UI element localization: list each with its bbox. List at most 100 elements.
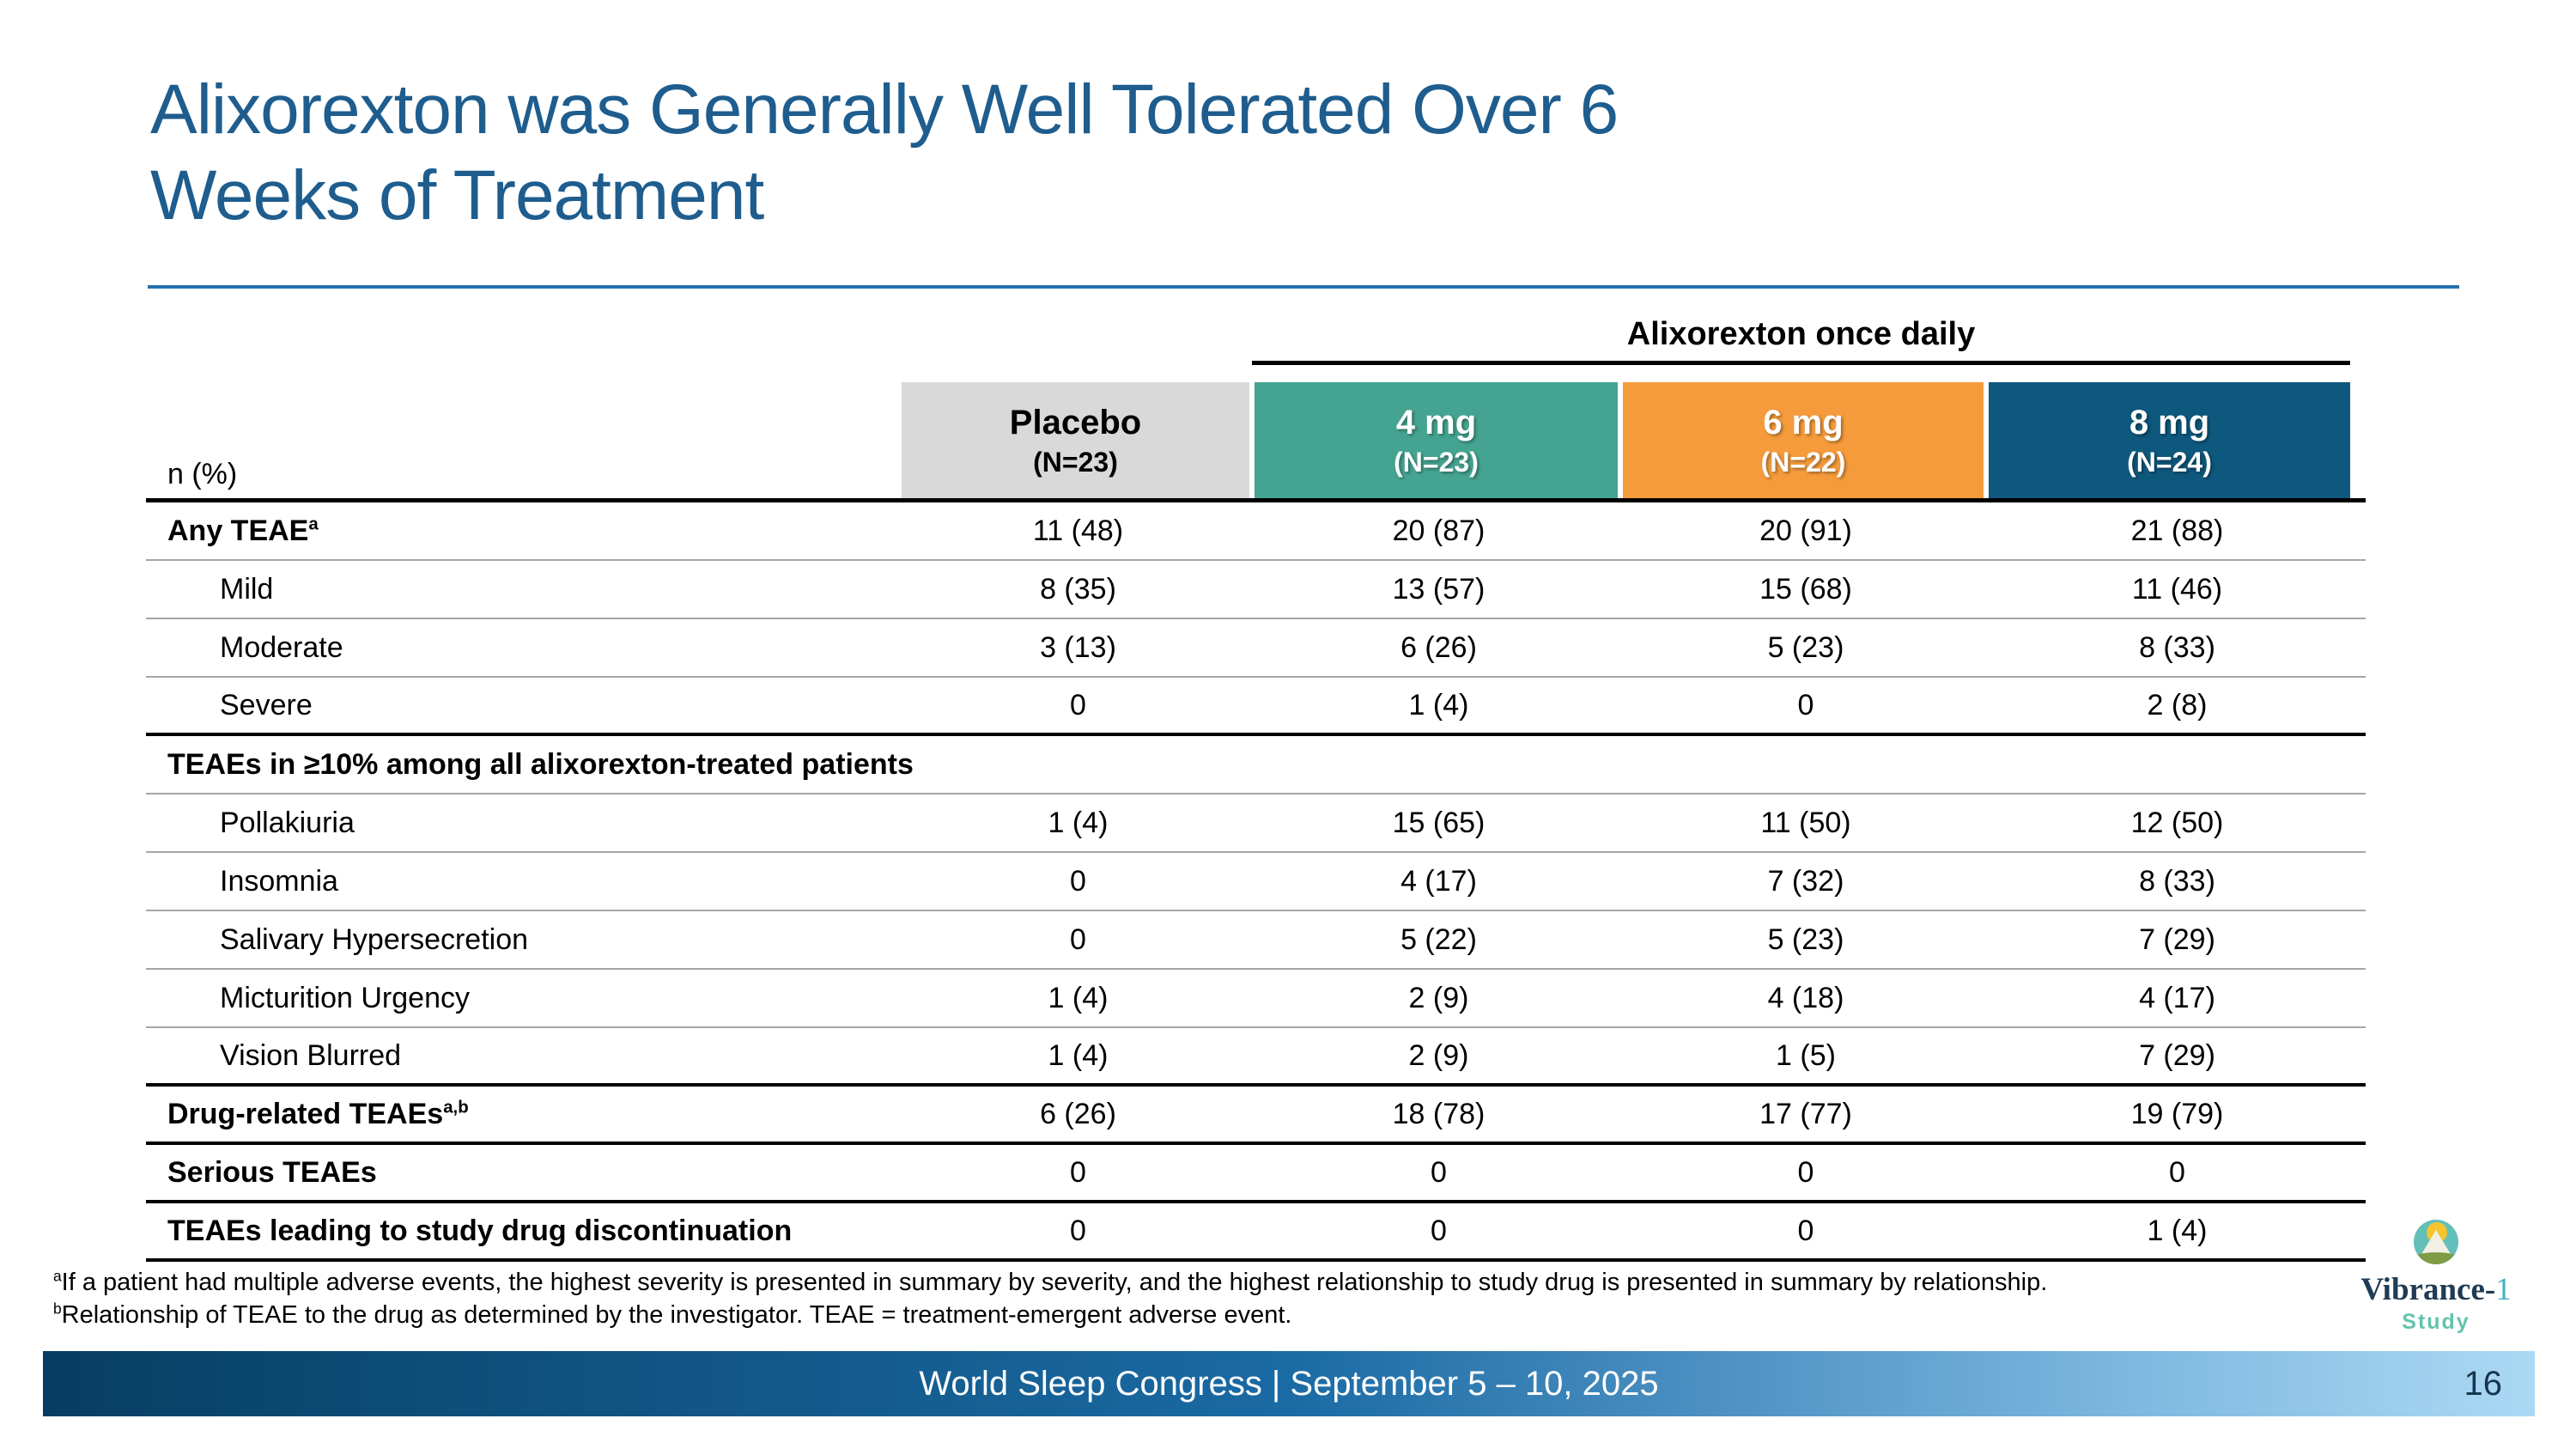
cell-value: 8 (33) (2139, 864, 2215, 898)
row-label: Vision Blurred (220, 1038, 402, 1072)
logo-subtitle: Study (2402, 1310, 2470, 1334)
table-row: Moderate 3 (13) 6 (26) 5 (23) 8 (33) (146, 619, 2366, 678)
footer-bar: World Sleep Congress | September 5 – 10,… (43, 1351, 2535, 1416)
slide-title-line1: Alixorexton was Generally Well Tolerated… (150, 70, 1619, 149)
cell-value: 20 (91) (1759, 514, 1852, 547)
column-header-8mg: 8 mg (N=24) (1989, 382, 2350, 498)
table-row: Severe 0 1 (4) 0 2 (8) (146, 678, 2366, 736)
row-label-superscript: a,b (443, 1098, 469, 1117)
cell-value: 1 (4) (1048, 981, 1109, 1014)
cell-value: 2 (9) (1408, 1038, 1469, 1072)
table-row: Drug-related TEAEsa,b 6 (26) 18 (78) 17 (77… (146, 1087, 2366, 1145)
column-n: (N=23) (1033, 446, 1118, 478)
cell-value: 1 (4) (1048, 1038, 1109, 1072)
cell-value: 1 (4) (1408, 688, 1469, 721)
column-header-placebo: Placebo (N=23) (902, 382, 1249, 498)
cell-value: 0 (1797, 1214, 1814, 1247)
table-group-header: Alixorexton once daily (1626, 316, 1976, 352)
cell-value: 0 (1070, 864, 1086, 898)
cell-value: 19 (79) (2130, 1097, 2224, 1130)
column-label: 6 mg (1763, 403, 1844, 441)
cell-value: 13 (57) (1392, 572, 1485, 606)
row-label: Any TEAEa (167, 514, 319, 547)
row-label: Serious TEAEs (167, 1155, 377, 1189)
footnote-b: bRelationship of TEAE to the drug as det… (53, 1299, 2303, 1331)
cell-value: 12 (50) (2130, 806, 2224, 839)
table-row: Vision Blurred 1 (4) 2 (9) 1 (5) 7 (29) (146, 1028, 2366, 1087)
table-row: Serious TEAEs 0 0 0 0 (146, 1145, 2366, 1203)
cell-value: 0 (1797, 1155, 1814, 1189)
cell-value: 20 (87) (1392, 514, 1485, 547)
cell-value: 21 (88) (2130, 514, 2224, 547)
page-number: 16 (2464, 1365, 2503, 1403)
row-label: Drug-related TEAEsa,b (167, 1097, 469, 1130)
column-header-6mg: 6 mg (N=22) (1623, 382, 1984, 498)
cell-value: 7 (29) (2139, 922, 2215, 956)
table-column-headers: n (%) Placebo (N=23) 4 mg (N=23) 6 mg (N… (146, 382, 2366, 498)
cell-value: 0 (1797, 688, 1814, 721)
cell-value: 0 (1070, 688, 1086, 721)
column-n: (N=23) (1394, 446, 1479, 478)
cell-value: 4 (17) (2139, 981, 2215, 1014)
slide-title: Alixorexton was Generally Well Tolerated… (150, 67, 2297, 239)
logo-name-accent: 1 (2495, 1272, 2512, 1307)
table-row: Salivary Hypersecretion 0 5 (22) 5 (23) 7 (2… (146, 911, 2366, 970)
cell-value: 6 (26) (1400, 630, 1477, 664)
cell-value: 11 (46) (2131, 572, 2223, 606)
cell-value: 1 (4) (1048, 806, 1109, 839)
table-row: Mild 8 (35) 13 (57) 15 (68) 11 (46) (146, 561, 2366, 619)
logo-name: Vibrance-1 (2346, 1271, 2526, 1308)
footnote-b-marker: b (53, 1300, 62, 1318)
table-row: Insomnia 0 4 (17) 7 (32) 8 (33) (146, 853, 2366, 911)
cell-value: 15 (65) (1392, 806, 1485, 839)
row-label-superscript: a (308, 514, 319, 534)
cell-value: 18 (78) (1392, 1097, 1485, 1130)
cell-value: 8 (33) (2139, 630, 2215, 664)
cell-value: 0 (2169, 1155, 2185, 1189)
row-label: TEAEs in ≥10% among all alixorexton-trea… (167, 747, 914, 781)
table-body: Any TEAEa 11 (48) 20 (87) 20 (91) 21 (88) Mil… (146, 498, 2366, 1262)
cell-value: 1 (5) (1776, 1038, 1836, 1072)
hill-icon (2414, 1252, 2458, 1264)
row-label: TEAEs leading to study drug discontinuat… (167, 1214, 793, 1247)
row-label: Salivary Hypersecretion (220, 922, 529, 956)
cell-value: 2 (8) (2147, 688, 2208, 721)
cell-value: 7 (32) (1767, 864, 1844, 898)
cell-value: 0 (1070, 922, 1086, 956)
cell-value: 0 (1431, 1214, 1447, 1247)
cell-value: 11 (48) (1032, 514, 1124, 547)
row-label: Micturition Urgency (220, 981, 470, 1014)
cell-value: 1 (4) (2147, 1214, 2208, 1247)
row-label: Mild (220, 572, 274, 606)
footnote-b-text: Relationship of TEAE to the drug as dete… (61, 1301, 1292, 1329)
column-n: (N=24) (2127, 446, 2212, 478)
cell-value: 0 (1070, 1155, 1086, 1189)
table-row: Micturition Urgency 1 (4) 2 (9) 4 (18) 4 (17… (146, 970, 2366, 1028)
table-row: TEAEs in ≥10% among all alixorexton-trea… (146, 736, 2366, 795)
row-header-label: n (%) (167, 458, 238, 490)
cell-value: 0 (1070, 1214, 1086, 1247)
mountain-icon (2421, 1230, 2451, 1254)
slide-title-line2: Weeks of Treatment (150, 156, 764, 234)
footnote-a-text: If a patient had multiple adverse events… (61, 1269, 2048, 1296)
logo-name-main: Vibrance- (2360, 1272, 2496, 1307)
row-label: Severe (220, 688, 313, 721)
cell-value: 5 (22) (1400, 922, 1477, 956)
cell-value: 7 (29) (2139, 1038, 2215, 1072)
footer-text: World Sleep Congress | September 5 – 10,… (919, 1364, 1659, 1403)
cell-value: 4 (17) (1400, 864, 1477, 898)
cell-value: 17 (77) (1759, 1097, 1852, 1130)
cell-value: 6 (26) (1040, 1097, 1116, 1130)
column-header-4mg: 4 mg (N=23) (1255, 382, 1618, 498)
cell-value: 3 (13) (1040, 630, 1116, 664)
column-label: Placebo (1009, 403, 1142, 441)
vibrance-study-logo: Vibrance-1 Study (2346, 1220, 2526, 1335)
row-label: Insomnia (220, 864, 338, 898)
cell-value: 2 (9) (1408, 981, 1469, 1014)
cell-value: 0 (1431, 1155, 1447, 1189)
cell-value: 5 (23) (1767, 922, 1844, 956)
cell-value: 8 (35) (1040, 572, 1116, 606)
title-underline (148, 285, 2459, 289)
table-row: TEAEs leading to study drug discontinuat… (146, 1203, 2366, 1262)
